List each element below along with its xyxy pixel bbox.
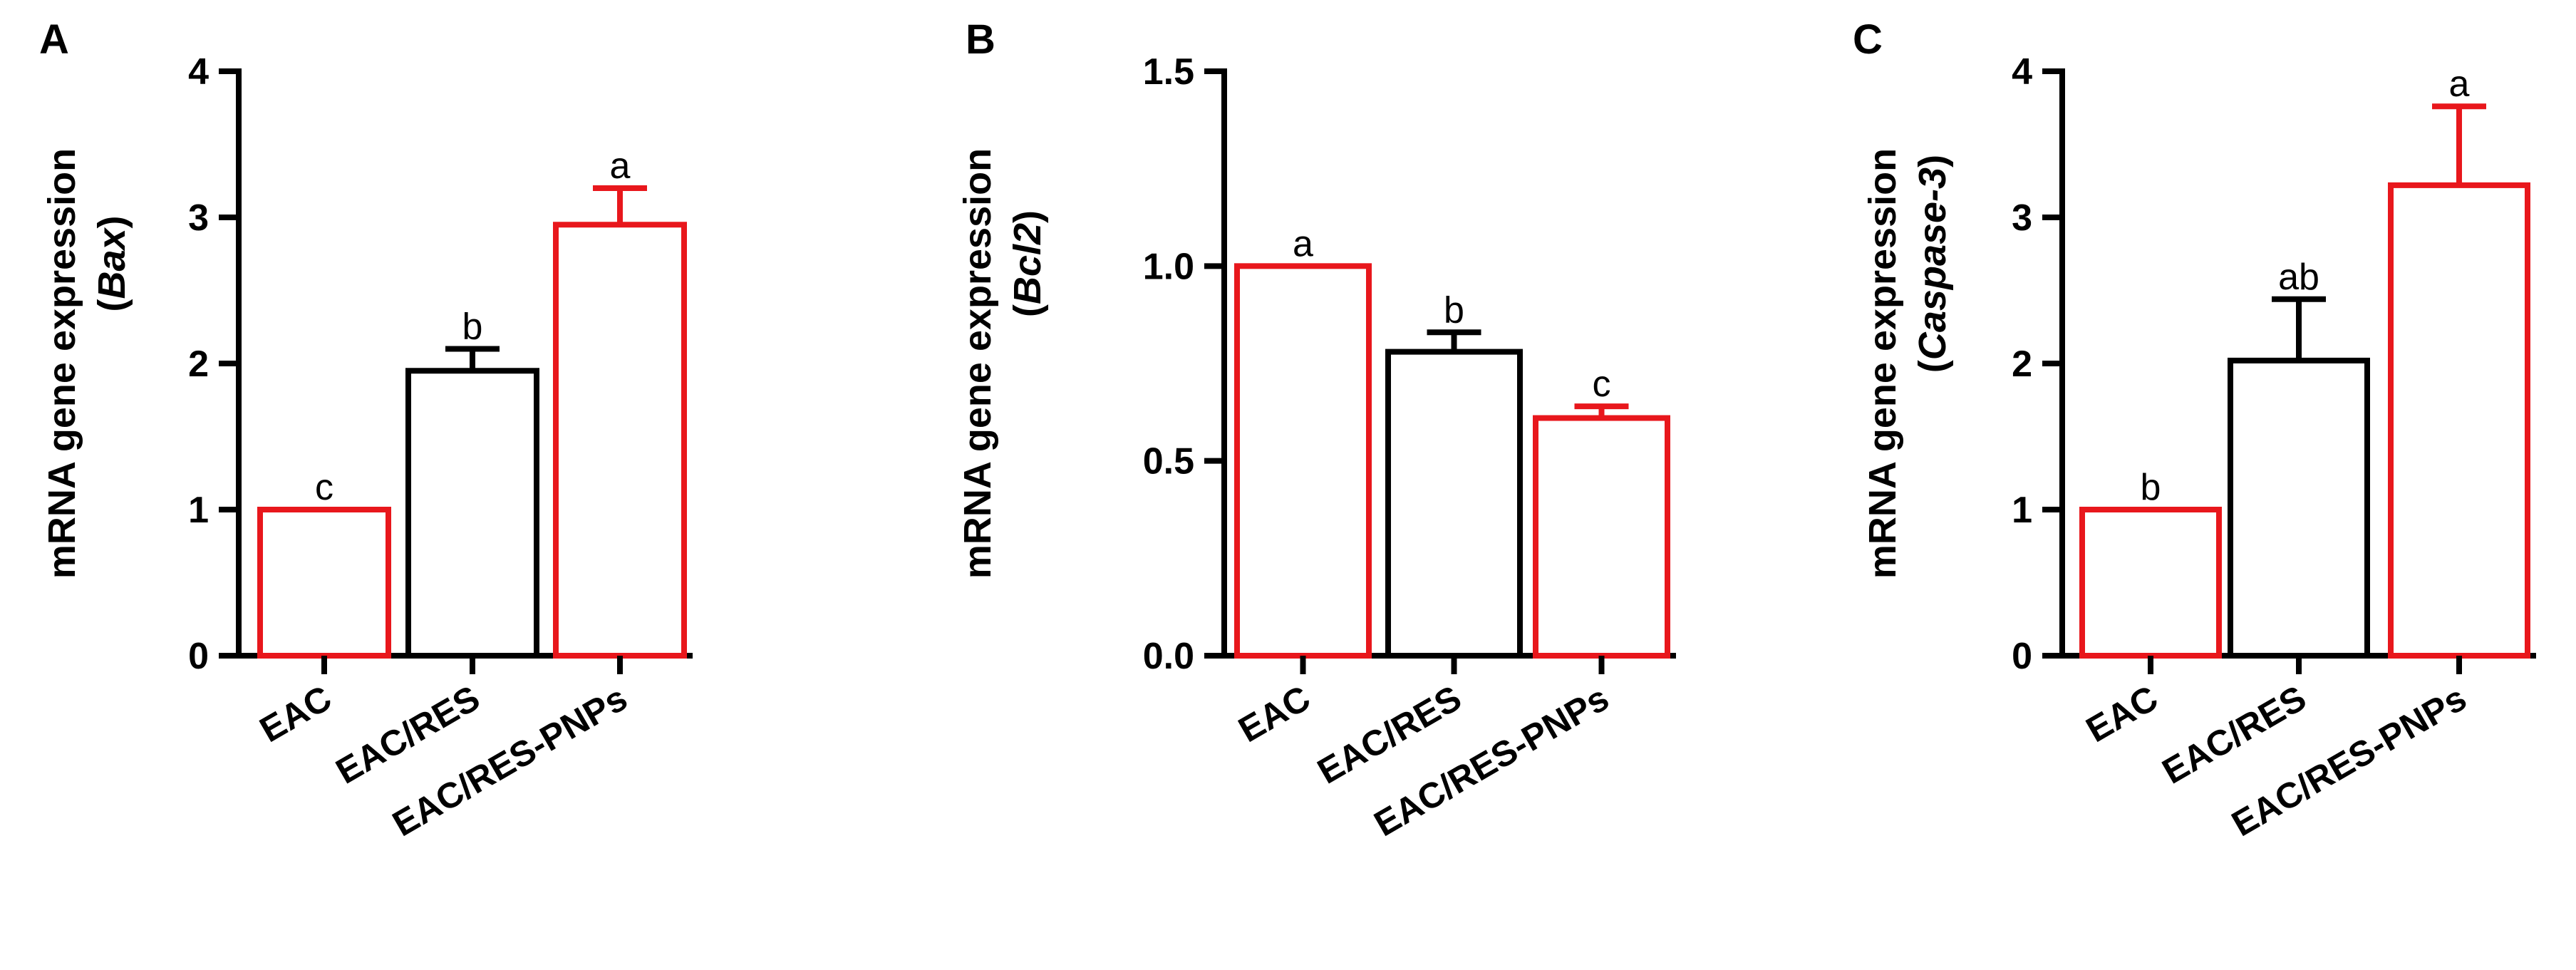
y-axis-gene-label: (Bax): [90, 215, 133, 311]
y-tick-label: 0: [2012, 636, 2032, 677]
y-axis-gene-label: (Caspase-3): [1911, 155, 1954, 373]
y-axis-label: mRNA gene expression: [1861, 148, 1904, 579]
bar: [2388, 182, 2530, 659]
significance-label: a: [1293, 223, 1313, 264]
x-category-label: EAC: [2079, 678, 2164, 750]
bar: [1234, 263, 1372, 659]
panel-letter: B: [966, 16, 995, 63]
y-tick-label: 4: [2012, 51, 2032, 93]
y-tick-label: 1.0: [1143, 246, 1194, 287]
y-tick-label: 1: [188, 490, 209, 531]
y-tick-label: 1: [2012, 490, 2032, 531]
y-axis-label: mRNA gene expression: [956, 148, 999, 579]
x-category-label: EAC: [253, 678, 338, 750]
y-tick-label: 0: [188, 636, 209, 677]
bar: [1533, 415, 1670, 659]
panel-letter: C: [1853, 16, 1883, 63]
bar: [1385, 349, 1523, 659]
significance-label: a: [2449, 63, 2470, 105]
significance-label: ab: [2278, 257, 2319, 298]
y-axis-gene-label: (Bcl2): [1006, 210, 1049, 317]
significance-label: b: [1444, 289, 1464, 331]
significance-label: c: [1593, 363, 1611, 405]
y-tick-label: 0.5: [1143, 441, 1194, 483]
y-tick-label: 1.5: [1143, 51, 1194, 93]
y-tick-label: 2: [188, 344, 209, 385]
y-tick-label: 4: [188, 51, 209, 93]
significance-label: c: [315, 467, 333, 508]
panel-letter: A: [39, 16, 69, 63]
significance-label: b: [462, 306, 483, 348]
bar: [2079, 507, 2222, 659]
bar: [405, 368, 539, 659]
y-tick-label: 2: [2012, 344, 2032, 385]
bar: [553, 222, 687, 659]
bar: [257, 507, 391, 659]
y-axis-label: mRNA gene expression: [41, 148, 83, 579]
y-tick-label: 3: [2012, 197, 2032, 239]
significance-label: a: [610, 145, 631, 187]
significance-label: b: [2141, 467, 2161, 508]
x-category-label: EAC: [1232, 678, 1317, 750]
y-tick-label: 0.0: [1143, 636, 1194, 677]
bar: [2228, 357, 2370, 659]
y-tick-label: 3: [188, 197, 209, 239]
